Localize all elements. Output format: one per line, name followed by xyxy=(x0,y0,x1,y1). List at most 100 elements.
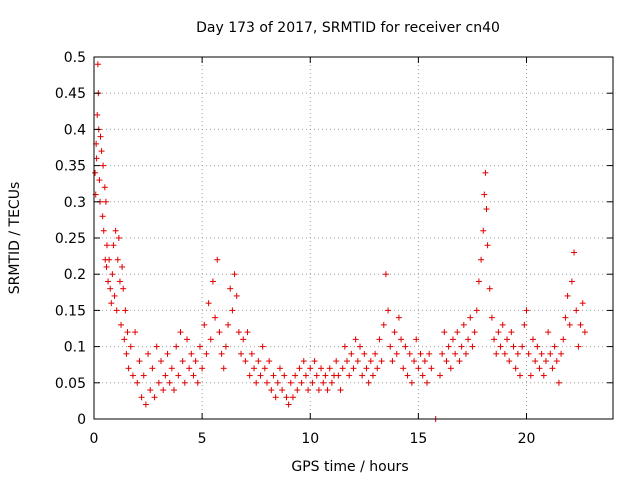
data-point xyxy=(93,155,100,162)
data-point xyxy=(175,372,182,379)
data-point xyxy=(471,329,478,336)
data-point xyxy=(367,358,374,365)
data-point xyxy=(350,365,357,372)
data-point xyxy=(361,350,368,357)
data-point xyxy=(406,350,413,357)
data-point xyxy=(354,358,361,365)
data-point xyxy=(294,387,301,394)
data-point xyxy=(365,379,372,386)
data-point xyxy=(194,379,201,386)
data-point xyxy=(581,329,588,336)
data-point xyxy=(534,343,541,350)
data-point xyxy=(558,350,565,357)
data-point xyxy=(276,365,283,372)
data-point xyxy=(499,321,506,328)
data-point xyxy=(140,372,147,379)
data-point xyxy=(108,300,115,307)
data-point xyxy=(495,329,502,336)
data-point xyxy=(320,379,327,386)
data-point xyxy=(488,314,495,321)
data-point xyxy=(218,350,225,357)
data-point xyxy=(116,278,123,285)
data-point xyxy=(106,256,113,263)
data-point xyxy=(300,358,307,365)
data-point xyxy=(307,365,314,372)
x-axis-label: GPS time / hours xyxy=(291,459,408,475)
data-point xyxy=(441,329,448,336)
data-point xyxy=(449,336,456,343)
data-point xyxy=(190,372,197,379)
data-point xyxy=(183,336,190,343)
data-point xyxy=(119,263,126,270)
data-point xyxy=(103,263,110,270)
data-point xyxy=(344,358,351,365)
data-point xyxy=(229,307,236,314)
data-point xyxy=(573,307,580,314)
y-tick-label: 0.05 xyxy=(55,376,86,392)
data-point xyxy=(281,372,288,379)
data-point xyxy=(324,387,331,394)
data-point xyxy=(536,365,543,372)
data-point xyxy=(467,314,474,321)
data-point xyxy=(482,169,489,176)
data-point xyxy=(134,379,141,386)
data-point xyxy=(155,379,162,386)
data-point xyxy=(415,365,422,372)
data-point xyxy=(105,278,112,285)
data-point xyxy=(540,372,547,379)
data-point xyxy=(129,372,136,379)
data-point xyxy=(279,387,286,394)
data-point xyxy=(251,365,258,372)
data-point xyxy=(335,372,342,379)
data-point xyxy=(527,372,534,379)
data-point xyxy=(115,235,122,241)
data-point xyxy=(447,365,454,372)
data-point xyxy=(424,379,431,386)
data-point xyxy=(506,358,513,365)
data-point xyxy=(348,350,355,357)
data-point xyxy=(456,358,463,365)
data-point xyxy=(380,321,387,328)
data-point xyxy=(209,278,216,285)
data-point xyxy=(121,336,128,343)
data-point xyxy=(437,372,443,379)
y-tick-label: 0.4 xyxy=(64,122,86,138)
data-point xyxy=(439,350,446,357)
data-point xyxy=(196,343,203,350)
y-tick-label: 0.25 xyxy=(55,231,86,247)
data-point xyxy=(153,343,160,350)
data-point xyxy=(542,358,549,365)
data-point xyxy=(538,350,545,357)
data-point xyxy=(96,177,103,184)
data-point xyxy=(97,133,104,140)
data-point xyxy=(240,336,247,343)
data-point xyxy=(484,242,491,249)
data-point xyxy=(387,343,394,350)
y-tick-label: 0.3 xyxy=(64,195,86,211)
data-point xyxy=(478,256,485,263)
data-point xyxy=(465,336,472,343)
data-point xyxy=(110,242,117,249)
data-point xyxy=(181,379,188,386)
x-tick-label: 5 xyxy=(198,431,207,447)
data-point xyxy=(272,394,279,401)
data-point xyxy=(545,329,552,336)
data-point xyxy=(313,372,320,379)
data-point xyxy=(359,372,366,379)
data-point xyxy=(564,292,571,299)
data-point xyxy=(553,358,560,365)
data-point xyxy=(385,307,392,314)
data-point xyxy=(199,365,206,372)
data-point xyxy=(296,365,303,372)
data-point xyxy=(443,358,450,365)
data-point xyxy=(519,343,526,350)
data-point xyxy=(547,350,554,357)
data-point xyxy=(419,372,426,379)
data-point xyxy=(112,227,119,234)
plot-frame xyxy=(93,56,614,420)
data-point xyxy=(514,350,521,357)
data-point xyxy=(393,350,400,357)
data-point xyxy=(225,321,232,328)
data-point xyxy=(113,307,120,314)
